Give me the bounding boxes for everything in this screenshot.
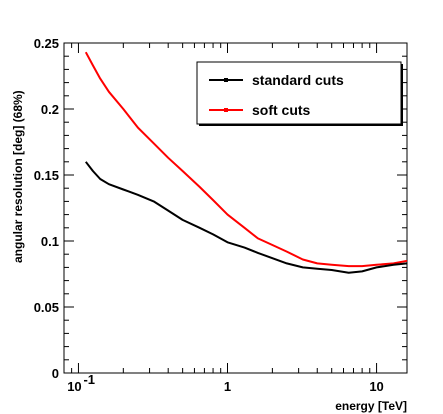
y-tick-label: 0.2 [41,102,59,117]
legend-shadow-side [401,64,403,126]
legend-label: standard cuts [252,72,344,88]
x-axis-ticks: 10 -1 1 10 [63,43,384,394]
y-axis-ticks: 0 0.05 0.1 0.15 0.2 0.25 [34,36,407,381]
legend-swatch-marker [224,108,228,112]
legend-entries: standard cuts soft cuts [209,72,344,118]
x-axis-title: energy [TeV] [335,399,407,413]
y-tick-label: 0.15 [34,168,59,183]
x-tick-label: 10 [67,379,81,394]
legend-label: soft cuts [252,102,311,118]
series-line-soft-cuts [84,51,408,268]
legend-shadow [199,124,401,126]
x-tick-label: 10 [369,379,383,394]
plot-frame [63,42,408,374]
legend-swatch-marker [224,78,228,82]
y-tick-label: 0.05 [34,300,59,315]
series-line-standard-cuts [85,161,408,274]
x-tick-label: 1 [224,379,231,394]
y-axis-title: angular resolution [deg] (68%) [11,90,25,263]
series-layer [84,51,408,274]
x-tick-exponent: -1 [83,372,95,387]
y-tick-label: 0.25 [34,36,59,51]
legend: standard cuts soft cuts [196,61,403,126]
y-tick-label: 0 [52,366,59,381]
y-tick-label: 0.1 [41,234,59,249]
legend-box [196,61,402,125]
